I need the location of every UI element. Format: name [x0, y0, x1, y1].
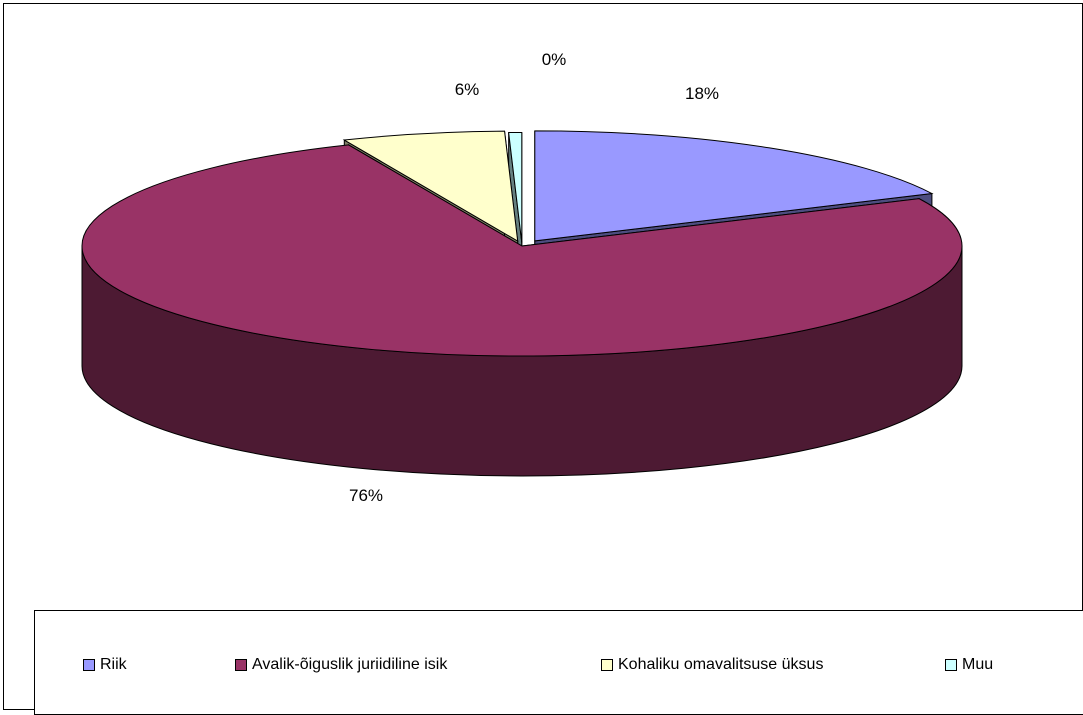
legend-label-riik: Riik: [100, 656, 127, 673]
slice-top-riik: [534, 130, 934, 242]
legend-item-kohaliku: Kohaliku omavalitsuse üksus: [601, 656, 823, 674]
data-label-kohaliku: 6%: [454, 80, 480, 99]
data-label-muu: 0%: [541, 50, 567, 69]
slice-top-kohaliku: [342, 130, 519, 243]
legend-item-muu: Muu: [945, 656, 993, 674]
legend-label-muu: Muu: [962, 656, 994, 673]
legend-swatch-kohaliku: [601, 659, 613, 671]
legend-label-kohaliku: Kohaliku omavalitsuse üksus: [618, 656, 824, 673]
legend-swatch-avalik: [235, 659, 247, 671]
legend: Riik Avalik-õiguslik juriidiline isik Ko…: [34, 610, 1083, 715]
data-label-riik: 18%: [684, 84, 720, 103]
chart-frame: 18% 76% 6% 0% Riik Avalik-õiguslik juriidil…: [3, 3, 1083, 715]
legend-swatch-muu: [945, 659, 957, 671]
data-label-avalik: 76%: [348, 486, 384, 505]
pie-chart: [81, 130, 963, 477]
legend-label-avalik: Avalik-õiguslik juriidiline isik: [252, 656, 448, 673]
legend-swatch-riik: [83, 659, 95, 671]
legend-item-riik: Riik: [83, 656, 127, 674]
slice-top-muu: [508, 131, 523, 243]
slice-top-avalik: [81, 144, 963, 357]
legend-item-avalik: Avalik-õiguslik juriidiline isik: [235, 656, 447, 674]
